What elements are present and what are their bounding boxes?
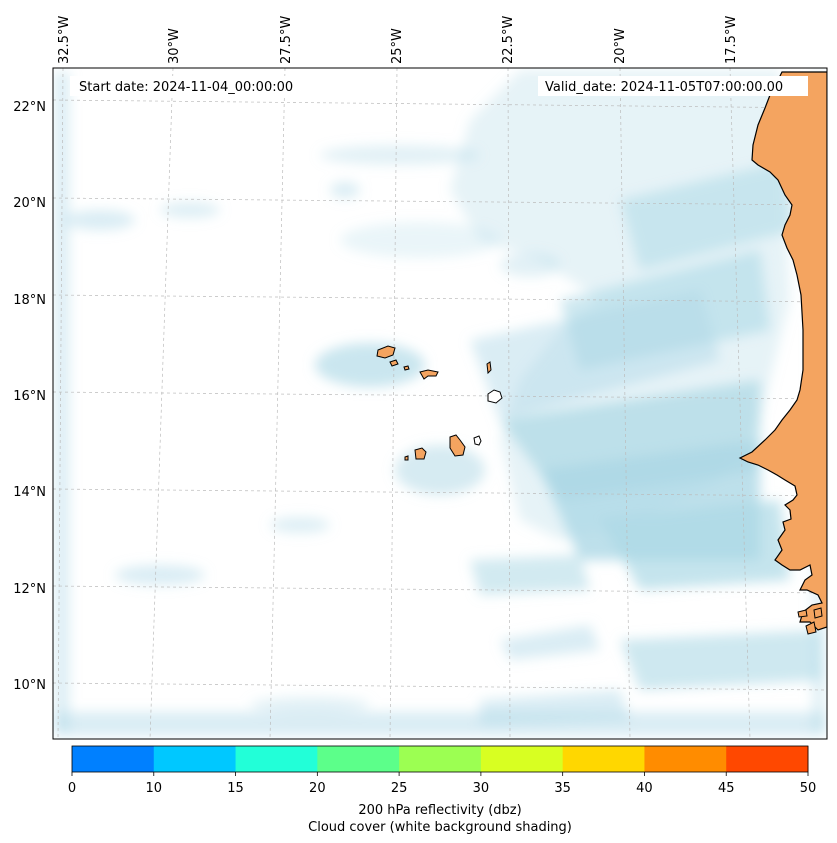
colorbar-segments bbox=[72, 746, 809, 772]
lat-label-20n: 20°N bbox=[13, 196, 46, 211]
lon-label-30w: 30°W bbox=[167, 28, 182, 64]
fogo bbox=[414, 447, 427, 460]
lon-label-32-5w: 32.5°W bbox=[57, 16, 72, 64]
colorbar-tick-label: 25 bbox=[391, 781, 408, 796]
lon-label-22-5w: 22.5°W bbox=[501, 16, 516, 64]
brava bbox=[404, 455, 409, 461]
lon-label-27-5w: 27.5°W bbox=[279, 16, 294, 64]
valid-date-label: Valid_date: 2024-11-05T07:00:00.00 bbox=[545, 80, 783, 95]
colorbar-segment bbox=[317, 746, 400, 772]
sao-nicolau bbox=[419, 369, 439, 380]
sal bbox=[486, 361, 492, 375]
lon-label-17-5w: 17.5°W bbox=[724, 16, 739, 64]
colorbar-label-line2: Cloud cover (white background shading) bbox=[308, 820, 572, 835]
bijagos-islands bbox=[797, 607, 823, 635]
start-date-box: Start date: 2024-11-04_00:00:00 bbox=[70, 76, 312, 96]
lon-label-25w: 25°W bbox=[390, 28, 405, 64]
cloud-cover-layer bbox=[55, 70, 826, 736]
santiago bbox=[449, 434, 466, 457]
colorbar-tick-label: 50 bbox=[800, 781, 817, 796]
longitude-labels: 32.5°W 30°W 27.5°W 25°W 22.5°W 20°W 17.5… bbox=[57, 16, 739, 64]
cape-verde-islands bbox=[376, 345, 503, 461]
colorbar-tick-label: 30 bbox=[473, 781, 490, 796]
colorbar-tick-label: 0 bbox=[68, 781, 76, 796]
map-panel: Start date: 2024-11-04_00:00:00 Valid_da… bbox=[53, 68, 827, 739]
colorbar-tick-label: 15 bbox=[227, 781, 244, 796]
sao-vicente bbox=[389, 359, 399, 367]
boa-vista bbox=[487, 389, 503, 404]
colorbar-segment bbox=[480, 746, 564, 772]
colorbar: 0 10 15 20 25 30 35 40 45 50 200 hPa reflectivity… bbox=[68, 745, 816, 835]
start-date-label: Start date: 2024-11-04_00:00:00 bbox=[79, 80, 293, 95]
maio bbox=[473, 435, 482, 446]
colorbar-tick-label: 35 bbox=[554, 781, 571, 796]
map-frame bbox=[52, 67, 828, 740]
colorbar-tick-label: 40 bbox=[636, 781, 653, 796]
colorbar-tick-label: 10 bbox=[146, 781, 163, 796]
latitude-labels: 22°N 20°N 18°N 16°N 14°N 12°N 10°N bbox=[13, 100, 46, 693]
lat-label-10n: 10°N bbox=[13, 678, 46, 693]
colorbar-segment bbox=[72, 746, 155, 772]
lat-label-14n: 14°N bbox=[13, 485, 46, 500]
colorbar-tick-label: 45 bbox=[718, 781, 735, 796]
valid-date-box: Valid_date: 2024-11-05T07:00:00.00 bbox=[538, 76, 808, 96]
colorbar-segment bbox=[153, 746, 237, 772]
lat-label-22n: 22°N bbox=[13, 100, 46, 115]
colorbar-segment bbox=[726, 746, 809, 772]
colorbar-segment bbox=[644, 746, 727, 772]
colorbar-segment bbox=[235, 746, 318, 772]
lat-label-18n: 18°N bbox=[13, 293, 46, 308]
colorbar-label-line1: 200 hPa reflectivity (dbz) bbox=[358, 803, 521, 818]
colorbar-ticks: 0 10 15 20 25 30 35 40 45 50 bbox=[68, 772, 816, 796]
colorbar-segment bbox=[562, 746, 645, 772]
lat-label-12n: 12°N bbox=[13, 582, 46, 597]
africa-coastline bbox=[738, 71, 827, 631]
colorbar-tick-label: 20 bbox=[309, 781, 326, 796]
colorbar-frame bbox=[71, 745, 809, 773]
lon-label-20w: 20°W bbox=[613, 28, 628, 64]
graticule bbox=[53, 68, 827, 739]
santa-luzia bbox=[403, 365, 410, 371]
santo-antao bbox=[376, 345, 396, 359]
colorbar-segment bbox=[399, 746, 482, 772]
lat-label-16n: 16°N bbox=[13, 389, 46, 404]
